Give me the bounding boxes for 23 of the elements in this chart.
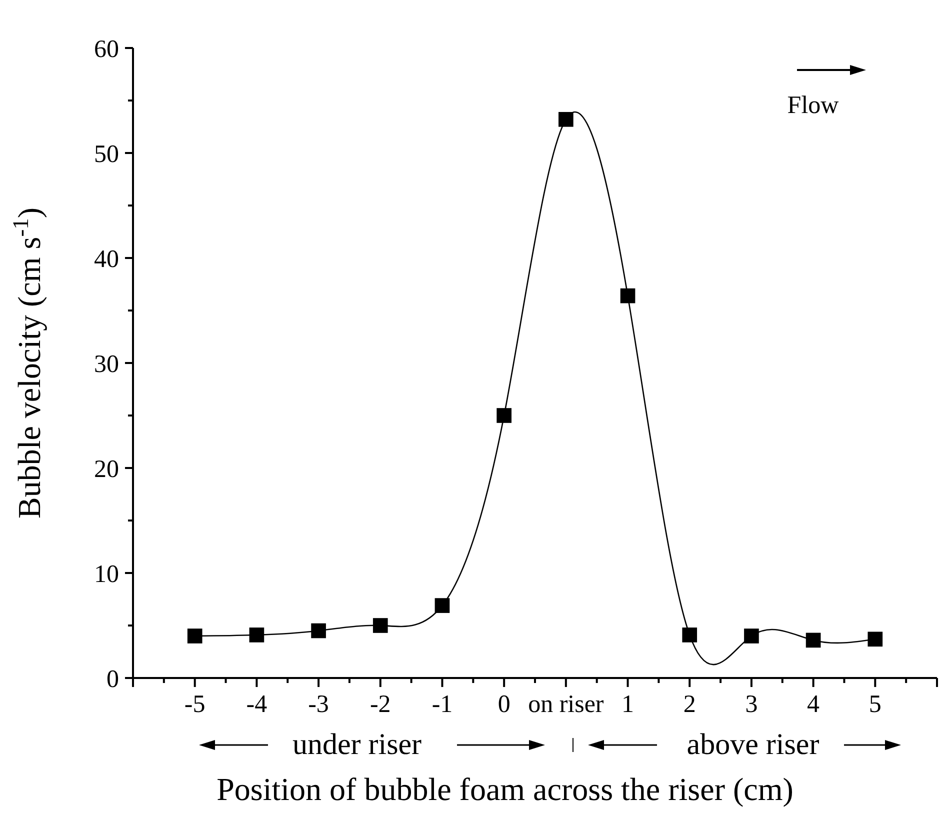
y-tick-label: 60 xyxy=(94,36,119,63)
text: above riser xyxy=(686,728,820,761)
x-tick-label: 2 xyxy=(683,691,696,718)
x-tick-label: 1 xyxy=(622,691,634,718)
text: under riser xyxy=(292,728,422,761)
y-tick-label: 20 xyxy=(94,456,119,483)
x-tick-label: 0 xyxy=(498,691,510,718)
y-tick-label: 0 xyxy=(106,666,119,693)
x-tick-label: 3 xyxy=(745,691,758,718)
x-tick-label: -4 xyxy=(246,691,268,718)
x-axis-title: Position of bubble foam across the riser (cm) xyxy=(216,771,794,807)
x-tick-label: -1 xyxy=(432,691,453,718)
annotation: Flow xyxy=(787,92,839,119)
x-tick-label: -2 xyxy=(370,691,391,718)
y-tick-label: 40 xyxy=(94,246,119,273)
y-tick-label: 10 xyxy=(94,560,119,588)
y-tick-label: 30 xyxy=(94,350,119,378)
x-tick-label: -3 xyxy=(308,691,329,718)
x-tick-label: 5 xyxy=(868,691,882,718)
x-tick-label: -5 xyxy=(184,691,206,718)
y-tick-label: 50 xyxy=(94,140,119,168)
x-tick-label: 4 xyxy=(807,691,820,718)
x-tick-label: on riser xyxy=(528,691,604,718)
